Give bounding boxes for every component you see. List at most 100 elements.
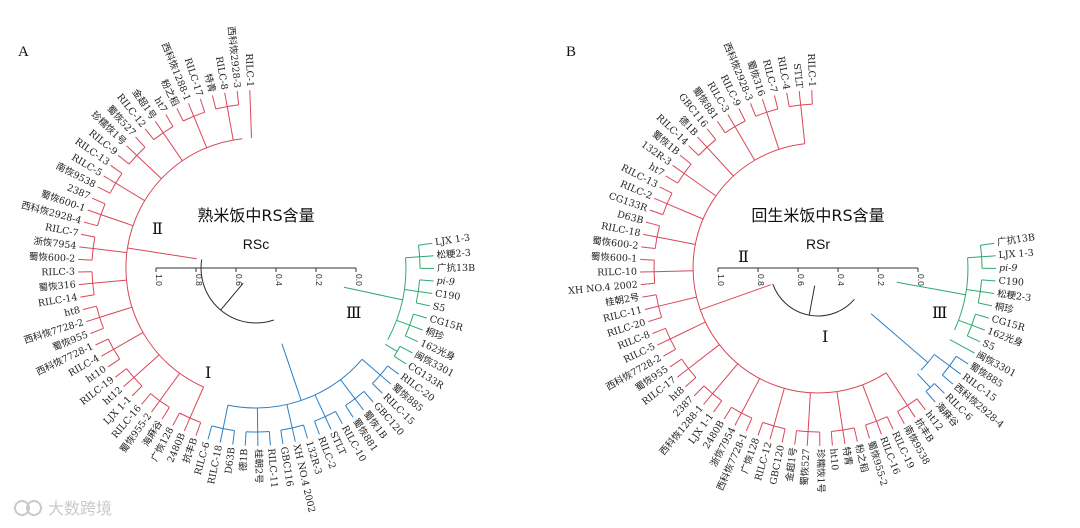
- leaf-label: ht10: [827, 448, 840, 471]
- dendrogram-branch: [92, 197, 98, 202]
- dendrogram-branch: [409, 324, 418, 329]
- dendrogram-branch: [368, 397, 374, 403]
- dendrogram-branch: [842, 430, 845, 439]
- dendrogram-branch: [900, 418, 905, 424]
- dendrogram-branch: [948, 379, 954, 385]
- dendrogram-branch: [419, 279, 428, 281]
- dendrogram-branch: [794, 438, 796, 445]
- dendrogram-branch: [199, 98, 203, 105]
- leaf-label: 松粳2-3: [436, 247, 471, 261]
- dendrogram-branch: [693, 391, 699, 397]
- dendrogram-branch: [679, 154, 686, 160]
- dendrogram-branch: [269, 439, 271, 446]
- dendrogram-branch: [683, 172, 717, 197]
- dendrogram-branch: [773, 95, 777, 102]
- dendrogram-branch: [182, 111, 205, 122]
- dendrogram-branch: [706, 128, 712, 134]
- dendrogram-branch: [291, 427, 295, 436]
- dendrogram-branch: [233, 430, 235, 439]
- dendrogram-branch: [698, 139, 717, 156]
- dendrogram-branch: [99, 306, 133, 318]
- dendrogram-branch: [757, 429, 761, 436]
- dendrogram-branch: [890, 423, 894, 430]
- dendrogram-branch: [766, 112, 780, 150]
- dendrogram-branch: [100, 214, 134, 227]
- dendrogram-branch: [91, 236, 96, 261]
- dendrogram-branch: [314, 421, 318, 429]
- dendrogram-branch: [989, 280, 996, 282]
- dendrogram-branch: [796, 430, 820, 433]
- dendrogram-branch: [988, 242, 995, 245]
- dendrogram-branch: [95, 341, 102, 346]
- dendrogram-branch: [641, 246, 648, 249]
- scale-tick-label: 0.0: [916, 274, 926, 286]
- scale-tick-label: 0.8: [194, 274, 204, 286]
- dendrogram-branch: [110, 164, 116, 170]
- dendrogram-branch: [417, 245, 421, 269]
- dendrogram-branch: [209, 425, 213, 434]
- dendrogram-branch: [738, 108, 743, 115]
- leaf-label: D63B: [223, 447, 237, 475]
- dendrogram-branch: [885, 372, 908, 406]
- dendrogram-branch: [655, 211, 664, 216]
- dendrogram-branch: [886, 416, 891, 425]
- dendrogram-branch: [102, 189, 111, 194]
- dendrogram-branch: [807, 431, 809, 440]
- dendrogram-branch: [672, 164, 678, 170]
- dendrogram-branch: [713, 407, 718, 413]
- dendrogram-branch: [966, 289, 981, 292]
- dendrogram-branch: [293, 435, 296, 442]
- dendrogram-branch: [280, 430, 283, 439]
- dendrogram-branch: [412, 338, 419, 343]
- panel-b-dendrogram: [639, 90, 996, 446]
- dendrogram-branch: [981, 279, 990, 281]
- dendrogram-branch: [716, 121, 722, 127]
- dendrogram-branch: [139, 141, 146, 148]
- dendrogram-branch: [78, 283, 85, 286]
- leaf-label: 松粳2-3: [996, 287, 1032, 304]
- dendrogram-branch: [907, 405, 913, 413]
- dendrogram-branch: [201, 104, 206, 113]
- dendrogram-branch: [415, 279, 421, 304]
- dendrogram-branch: [406, 349, 413, 354]
- dendrogram-branch: [207, 433, 211, 440]
- dendrogram-branch: [773, 388, 785, 427]
- dendrogram-branch: [962, 360, 969, 365]
- dendrogram-branch: [707, 393, 713, 401]
- panel-a-cluster-label: Ⅱ: [152, 221, 163, 238]
- dendrogram-branch: [345, 405, 351, 413]
- dendrogram-branch: [745, 425, 750, 432]
- panel-b-cluster-label: Ⅲ: [932, 305, 947, 322]
- dendrogram-branch: [648, 319, 655, 323]
- panel-b-title: 回生米饭中RS含量: [751, 206, 884, 225]
- dendrogram-branch: [724, 120, 746, 134]
- dendrogram-branch: [662, 192, 673, 215]
- dendrogram-branch: [665, 175, 672, 180]
- dendrogram-branch: [361, 358, 381, 376]
- dendrogram-branch: [80, 295, 87, 298]
- dendrogram-branch: [175, 412, 180, 421]
- dendrogram-branch: [870, 313, 929, 363]
- dendrogram-branch: [677, 168, 685, 174]
- dendrogram-branch: [703, 399, 708, 405]
- dendrogram-branch: [662, 338, 671, 343]
- leaf-label: 蜀恢316: [38, 278, 76, 293]
- dendrogram-branch: [338, 418, 343, 424]
- panel-a-subtitle: RSc: [243, 236, 269, 252]
- dendrogram-branch: [949, 339, 963, 347]
- dendrogram-branch: [305, 432, 308, 439]
- dendrogram-branch: [966, 314, 976, 337]
- dendrogram-branch: [162, 132, 183, 162]
- dendrogram-branch: [125, 138, 243, 388]
- dendrogram-branch: [677, 373, 683, 378]
- dendrogram-branch: [771, 425, 775, 434]
- dendrogram-branch: [324, 416, 329, 425]
- dendrogram-branch: [286, 404, 293, 429]
- dendrogram-branch: [916, 398, 923, 406]
- dendrogram-branch: [968, 349, 975, 354]
- dendrogram-branch: [981, 255, 990, 258]
- dendrogram-branch: [144, 128, 150, 134]
- dendrogram-branch: [413, 313, 422, 317]
- dendrogram-branch: [386, 379, 392, 385]
- dendrogram-branch: [799, 96, 802, 105]
